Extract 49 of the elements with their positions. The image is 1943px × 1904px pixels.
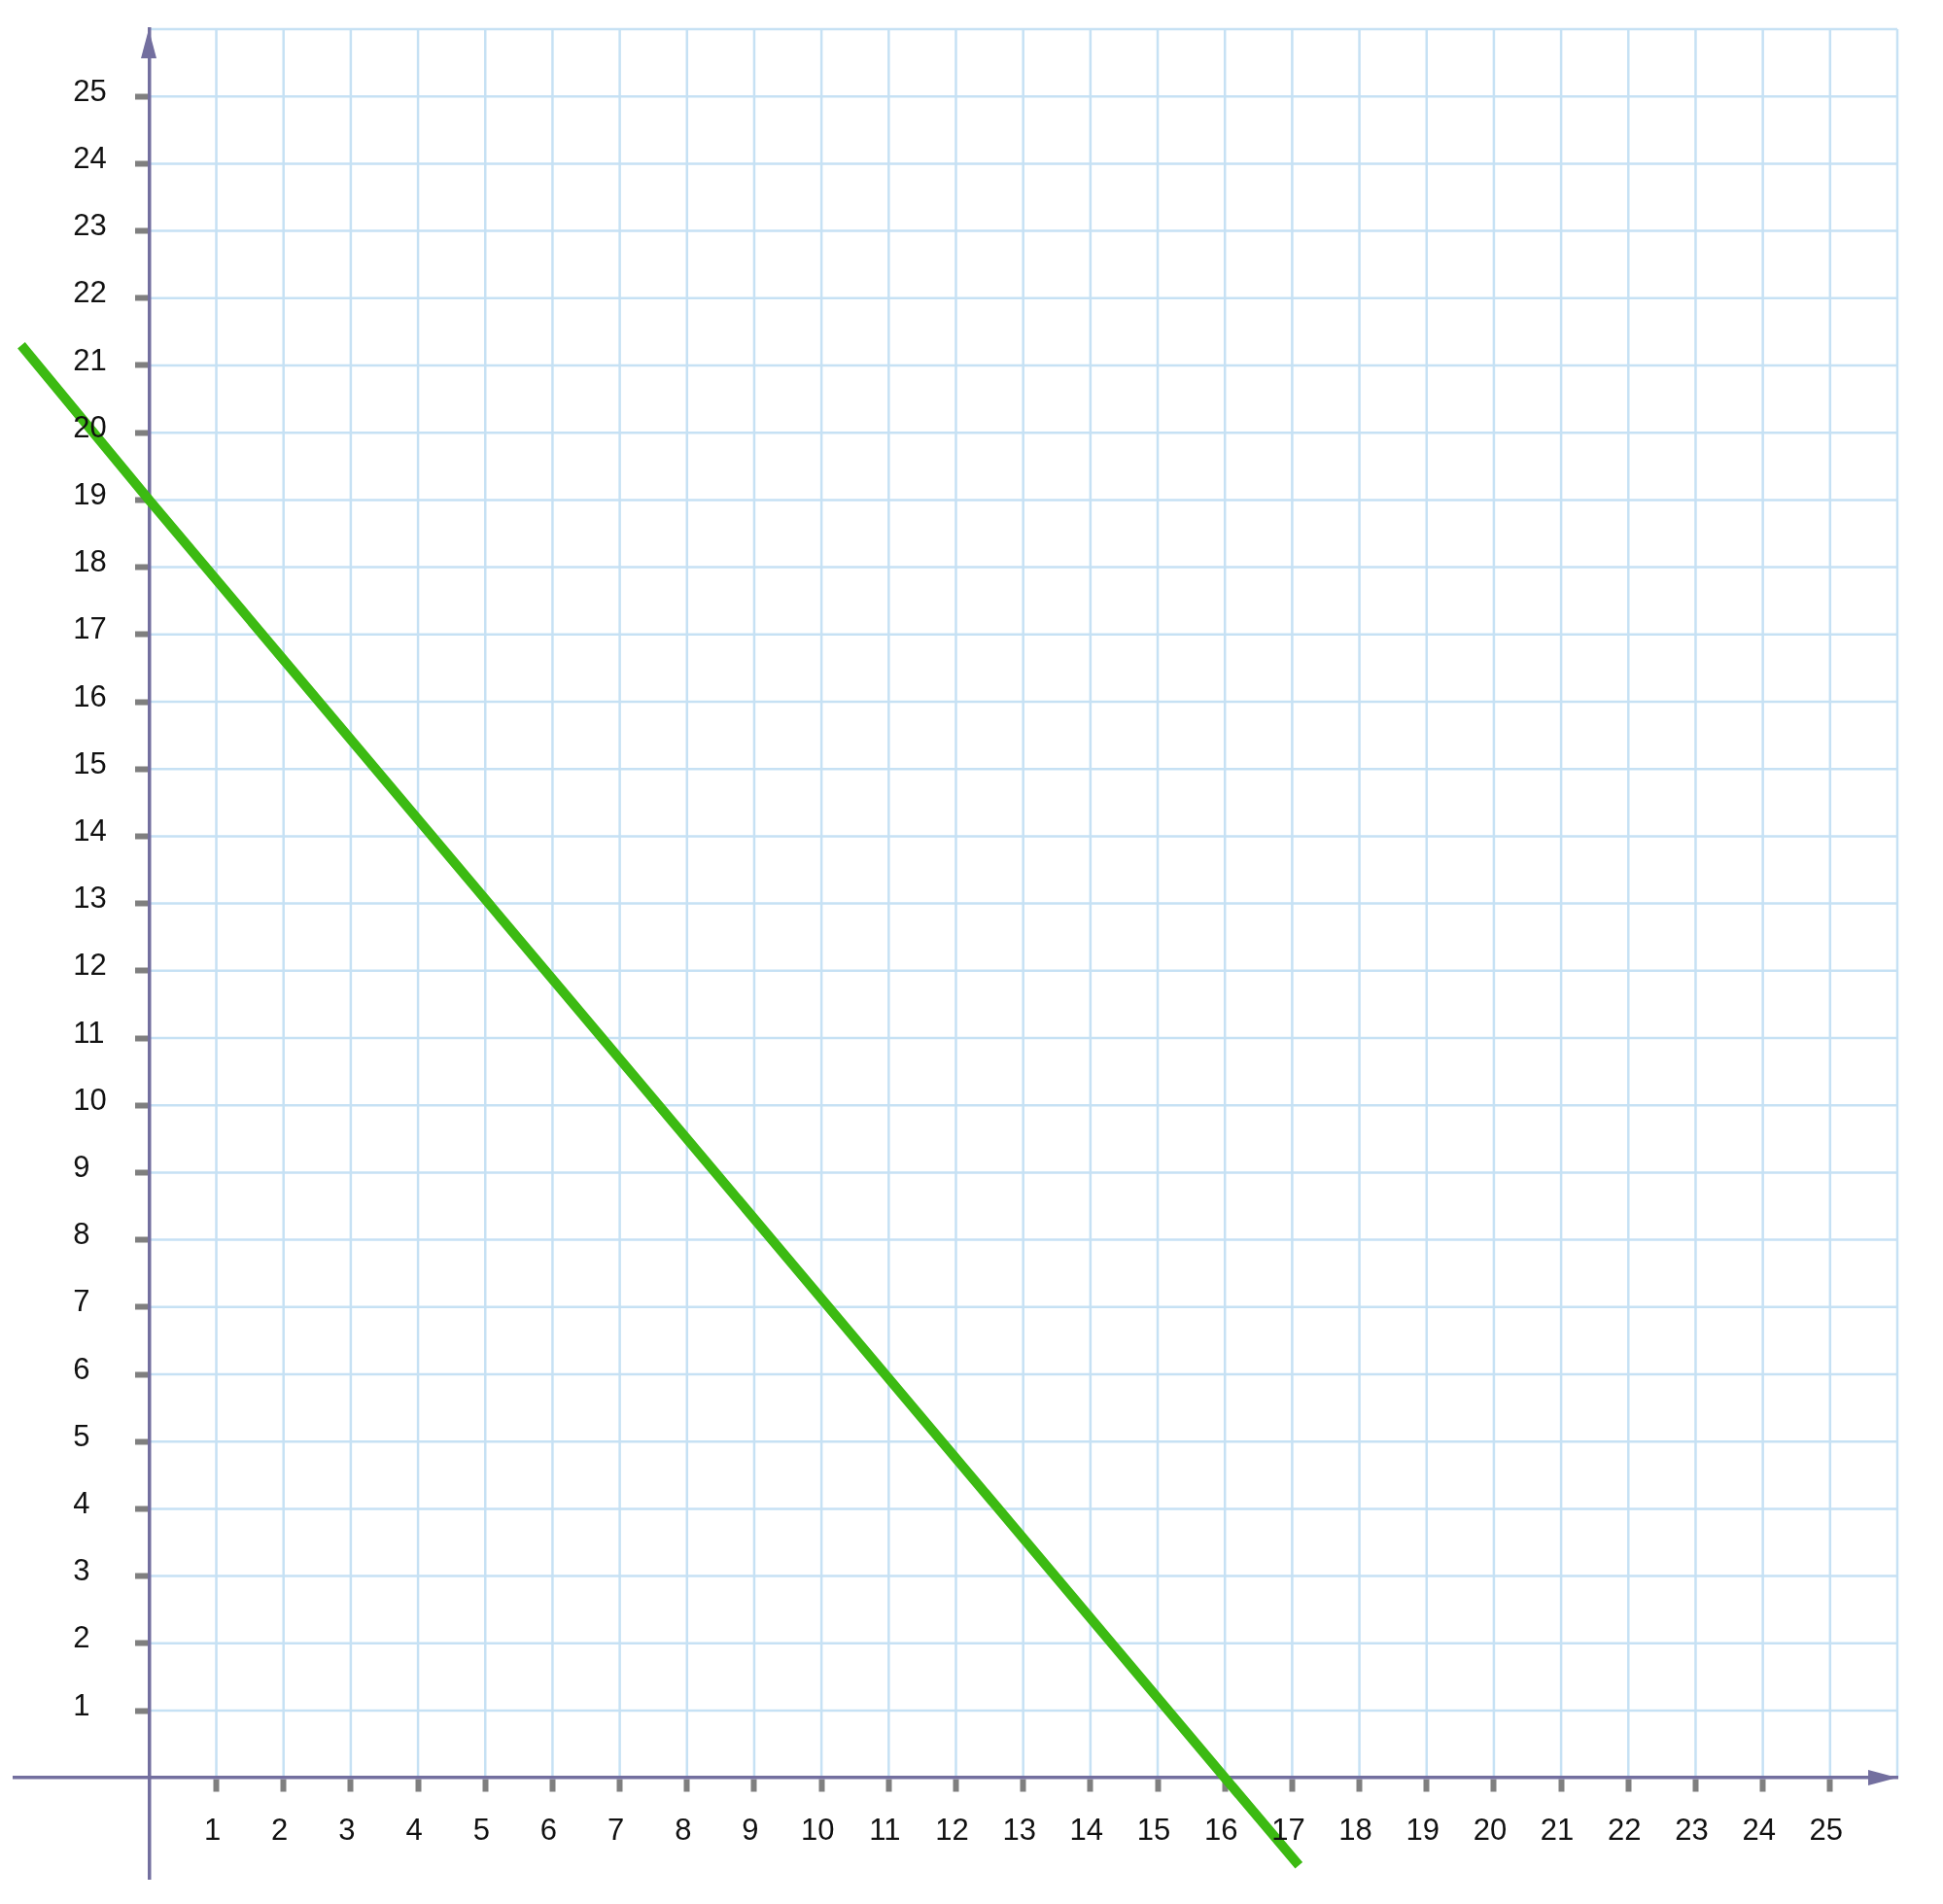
- x-tick-label: 7: [607, 1813, 625, 1848]
- x-tick-label: 16: [1203, 1813, 1238, 1848]
- x-tick-label: 8: [675, 1813, 692, 1848]
- y-tick-label: 14: [73, 813, 107, 848]
- x-tick-label: 20: [1473, 1813, 1508, 1848]
- x-tick-label: 5: [472, 1813, 490, 1848]
- y-tick-label: 3: [73, 1553, 90, 1588]
- y-tick-label: 16: [73, 678, 107, 713]
- y-tick-label: 9: [73, 1149, 90, 1184]
- x-tick-label: 9: [742, 1813, 759, 1848]
- y-tick-label: 1: [73, 1687, 90, 1722]
- y-tick-label: 8: [73, 1217, 90, 1252]
- x-tick-label: 4: [405, 1813, 423, 1848]
- x-tick-label: 13: [1002, 1813, 1036, 1848]
- y-tick-label: 2: [73, 1620, 90, 1655]
- x-tick-label: 3: [338, 1813, 356, 1848]
- x-tick-label: 14: [1069, 1813, 1104, 1848]
- x-tick-label: 21: [1540, 1813, 1575, 1848]
- y-tick-label: 5: [73, 1418, 90, 1453]
- y-tick-label: 22: [73, 275, 107, 310]
- y-tick-label: 19: [73, 476, 107, 511]
- y-tick-label: 23: [73, 208, 107, 243]
- y-tick-label: 6: [73, 1351, 90, 1386]
- y-tick-label: 18: [73, 544, 107, 579]
- x-tick-label: 10: [800, 1813, 835, 1848]
- y-tick-label: 24: [73, 140, 107, 175]
- y-tick-label: 17: [73, 611, 107, 646]
- y-tick-label: 25: [73, 73, 107, 108]
- y-tick-label: 21: [73, 342, 107, 377]
- x-tick-label: 17: [1271, 1813, 1305, 1848]
- x-tick-label: 2: [271, 1813, 289, 1848]
- y-tick-label: 13: [73, 881, 107, 916]
- x-tick-label: 6: [539, 1813, 558, 1848]
- y-tick-label: 12: [73, 948, 107, 983]
- x-tick-label: 11: [869, 1813, 901, 1848]
- x-tick-label: 23: [1675, 1813, 1709, 1848]
- x-tick-label: 12: [935, 1813, 969, 1848]
- x-tick-label: 24: [1742, 1813, 1776, 1848]
- y-tick-label: 4: [73, 1485, 90, 1520]
- x-tick-label: 19: [1405, 1813, 1440, 1848]
- x-tick-label: 22: [1608, 1813, 1642, 1848]
- x-tick-label: 1: [203, 1813, 222, 1848]
- y-tick-label: 11: [73, 1015, 105, 1050]
- y-tick-label: 15: [73, 745, 107, 780]
- x-tick-label: 15: [1136, 1813, 1171, 1848]
- y-tick-label: 7: [73, 1284, 90, 1319]
- y-tick-label: 10: [73, 1082, 107, 1117]
- x-tick-label: 25: [1809, 1813, 1844, 1848]
- x-tick-label: 18: [1338, 1813, 1372, 1848]
